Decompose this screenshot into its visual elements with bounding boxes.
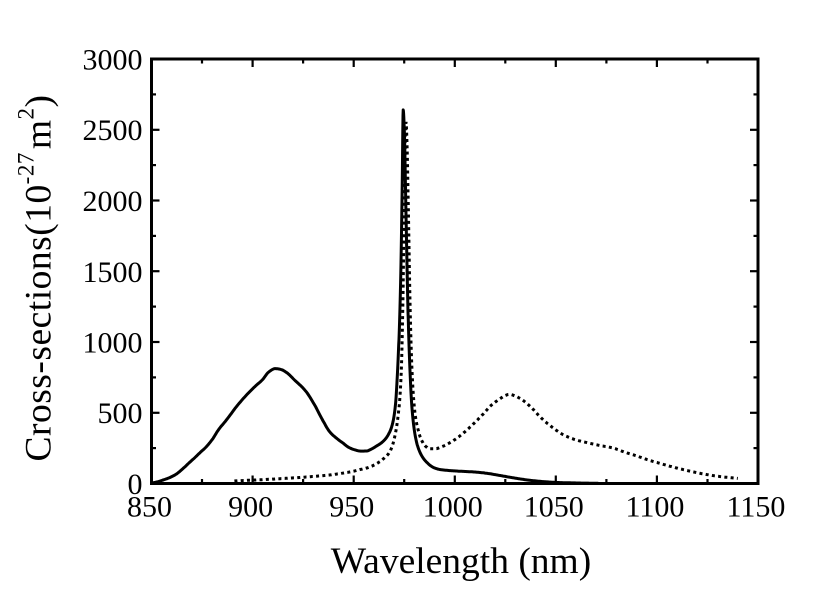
svg-text:3000: 3000 bbox=[83, 44, 143, 77]
svg-text:500: 500 bbox=[98, 397, 143, 430]
svg-text:1000: 1000 bbox=[83, 327, 143, 360]
svg-text:Cross-sections(10-27m2): Cross-sections(10-27m2) bbox=[14, 94, 60, 461]
svg-text:2000: 2000 bbox=[83, 185, 143, 218]
svg-text:Wavelength (nm): Wavelength (nm) bbox=[331, 541, 591, 582]
svg-text:1050: 1050 bbox=[524, 491, 584, 524]
svg-text:850: 850 bbox=[127, 491, 172, 524]
svg-text:1100: 1100 bbox=[625, 491, 684, 524]
svg-text:1000: 1000 bbox=[423, 491, 483, 524]
svg-text:0: 0 bbox=[128, 468, 143, 501]
svg-text:1150: 1150 bbox=[727, 491, 786, 524]
svg-text:1500: 1500 bbox=[83, 256, 143, 289]
svg-text:2500: 2500 bbox=[83, 114, 143, 147]
svg-text:950: 950 bbox=[329, 491, 374, 524]
svg-text:900: 900 bbox=[228, 491, 273, 524]
